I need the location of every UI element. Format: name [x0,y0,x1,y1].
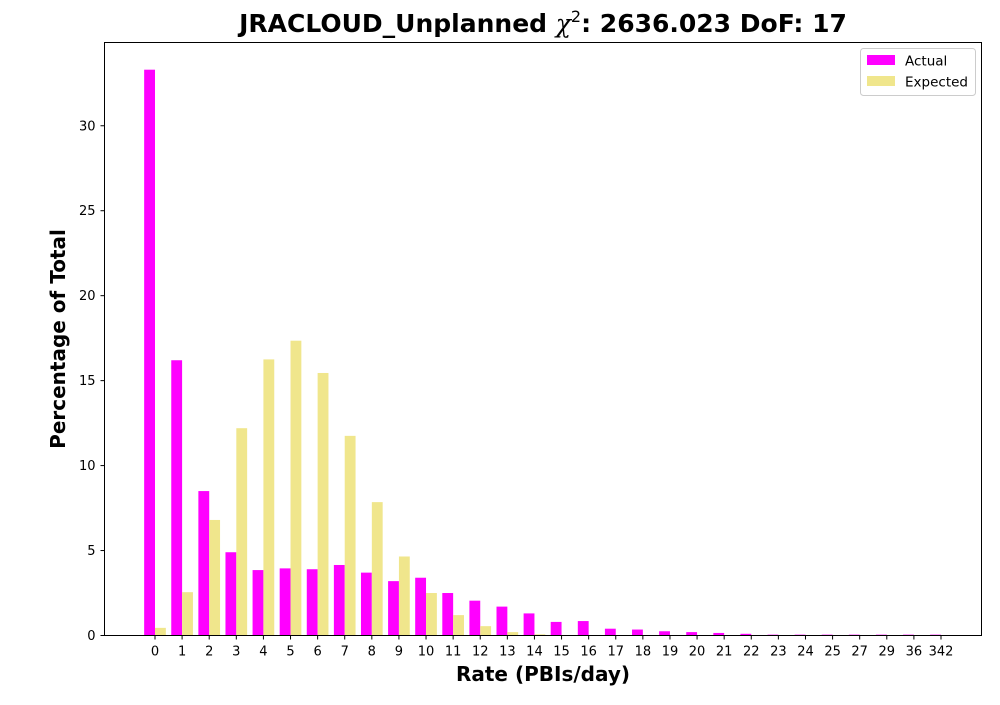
bar-expected-7 [345,436,356,636]
bar-actual-14 [524,613,535,635]
title-suffix: : 2636.023 DoF: 17 [581,9,847,38]
x-tick-label: 16 [580,645,597,660]
x-tick-label: 13 [499,645,516,660]
bar-expected-9 [399,556,410,635]
y-tick-label: 5 [87,544,95,559]
y-tick-label: 0 [87,629,95,644]
bar-actual-3 [225,552,236,635]
y-tick-label: 15 [79,374,96,389]
y-tick-label: 25 [79,204,96,219]
bar-actual-4 [253,570,264,635]
bar-expected-0 [155,628,166,636]
bar-actual-12 [469,601,480,636]
x-tick-label: 18 [635,645,652,660]
x-tick-label: 9 [395,645,403,660]
title-chi: χ [554,9,573,38]
x-tick-label: 342 [929,645,954,660]
bar-actual-11 [442,593,453,635]
x-tick-label: 10 [418,645,435,660]
bar-actual-7 [334,565,345,636]
legend-label-actual: Actual [905,54,947,70]
x-axis-label: Rate (PBIs/day) [456,662,630,686]
x-tick-label: 36 [906,645,923,660]
bar-expected-6 [318,373,329,636]
x-tick-label: 0 [151,645,159,660]
x-tick-label: 21 [716,645,733,660]
x-tick-label: 6 [313,645,321,660]
x-tick-label: 23 [770,645,787,660]
x-tick-label: 7 [341,645,349,660]
bar-actual-9 [388,581,399,635]
bar-expected-12 [480,626,491,635]
y-axis-label: Percentage of Total [46,229,70,449]
bar-actual-1 [171,360,182,635]
bar-expected-4 [263,359,274,635]
chart-title: JRACLOUD_Unplanned χ2: 2636.023 DoF: 17 [237,7,847,38]
bar-actual-13 [497,607,508,636]
title-prefix: JRACLOUD_Unplanned [237,9,556,38]
bar-actual-6 [307,569,318,635]
bar-expected-8 [372,502,383,635]
bar-actual-17 [605,629,616,636]
x-tick-label: 20 [689,645,706,660]
bar-actual-18 [632,630,643,636]
bar-actual-5 [280,568,291,635]
bar-actual-15 [551,622,562,636]
bar-actual-19 [659,631,670,635]
bar-expected-5 [291,341,302,636]
bar-expected-11 [453,615,464,635]
title-chi-superscript: 2 [571,7,581,26]
legend: Actual Expected [861,49,976,96]
x-tick-label: 27 [851,645,868,660]
x-tick-label: 11 [445,645,462,660]
x-tick-label: 2 [205,645,213,660]
y-tick-label: 20 [79,289,96,304]
legend-label-expected: Expected [905,75,968,91]
x-tick-label: 15 [553,645,570,660]
bar-actual-0 [144,70,155,636]
x-tick-label: 29 [879,645,896,660]
y-tick-label: 10 [79,459,96,474]
x-tick-label: 22 [743,645,760,660]
x-tick-label: 14 [526,645,543,660]
x-tick-label: 12 [472,645,489,660]
y-tick-label: 30 [79,119,96,134]
x-tick-label: 4 [259,645,267,660]
bar-expected-2 [209,520,220,636]
x-tick-label: 1 [178,645,186,660]
bar-actual-10 [415,578,426,636]
bar-expected-1 [182,592,193,635]
bar-actual-2 [198,491,209,635]
bar-expected-10 [426,593,437,635]
bar-actual-16 [578,621,589,635]
bar-actual-8 [361,573,372,636]
x-tick-label: 17 [607,645,624,660]
x-tick-label: 19 [662,645,679,660]
x-tick-label: 25 [824,645,841,660]
x-tick-label: 8 [368,645,376,660]
x-tick-label: 3 [232,645,240,660]
bar-expected-3 [236,428,247,635]
bar-expected-13 [507,632,518,635]
legend-swatch-actual [867,55,895,65]
x-tick-label: 24 [797,645,814,660]
bar-actual-20 [686,632,697,635]
legend-swatch-expected [867,76,895,86]
x-tick-label: 5 [286,645,294,660]
